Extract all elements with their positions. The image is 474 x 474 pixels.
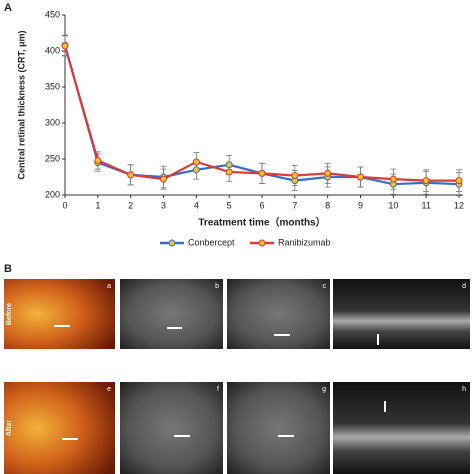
point — [422, 177, 430, 185]
x-tick-label: 0 — [62, 200, 67, 210]
y-tick-label: 300 — [45, 117, 60, 127]
x-tick-label: 3 — [161, 200, 166, 210]
point — [192, 158, 200, 166]
panel-letter: h — [462, 386, 466, 393]
legend-label: Ranibizumab — [278, 237, 331, 247]
legend-label: Conbercept — [188, 237, 235, 247]
point — [324, 169, 332, 177]
arrows — [54, 325, 386, 440]
x-tick-label: 8 — [325, 200, 330, 210]
point — [225, 161, 233, 169]
y-tick-label: 350 — [45, 81, 60, 91]
y-tick-label: 250 — [45, 153, 60, 163]
x-tick-label: 7 — [292, 200, 297, 210]
series-line — [63, 45, 459, 182]
row-label: After — [6, 420, 13, 437]
panel-letter: e — [107, 386, 111, 393]
panel-letter: g — [322, 386, 326, 393]
x-tick-label: 11 — [421, 200, 430, 210]
x-tick-label: 5 — [227, 200, 232, 210]
legend-marker — [168, 239, 176, 247]
panel-label: A — [4, 2, 12, 14]
x-tick-label: 10 — [388, 200, 398, 210]
x-tick-label: 9 — [358, 200, 363, 210]
point — [94, 156, 102, 164]
y-tick-label: 450 — [45, 9, 60, 19]
x-tick-label: 4 — [194, 200, 199, 210]
panel-label: B — [4, 263, 12, 275]
photo — [120, 382, 223, 474]
row-label: Before — [6, 303, 13, 325]
x-tick-label: 12 — [454, 200, 464, 210]
photo — [227, 279, 330, 349]
x-tick-label: 1 — [95, 200, 100, 210]
point — [61, 42, 69, 50]
point — [357, 173, 364, 181]
photo — [4, 279, 115, 349]
panel-letter: c — [323, 283, 327, 290]
point — [455, 177, 463, 185]
point — [258, 169, 266, 177]
point — [127, 171, 135, 179]
point — [192, 166, 200, 174]
panel-letter: a — [107, 283, 111, 290]
photo — [333, 279, 470, 349]
x-tick-label: 6 — [259, 200, 264, 210]
x-tick-label: 2 — [128, 200, 133, 210]
photo — [333, 382, 470, 474]
y-tick-label: 400 — [45, 45, 60, 55]
point — [389, 175, 397, 183]
panel-letter: d — [462, 283, 466, 290]
photos — [4, 279, 470, 474]
y-axis-title: Central retinal thickness (CRT, μm) — [16, 30, 26, 179]
x-axis-title: Treatment time（months） — [198, 216, 325, 229]
legend-marker — [258, 239, 266, 247]
point — [160, 175, 167, 183]
photo — [4, 382, 115, 474]
panel-letter: f — [217, 386, 219, 393]
y-tick-label: 200 — [45, 189, 60, 199]
photo — [227, 382, 330, 474]
point — [291, 172, 299, 180]
photo — [120, 279, 223, 349]
point — [225, 168, 233, 176]
panel-letter: b — [215, 283, 219, 290]
